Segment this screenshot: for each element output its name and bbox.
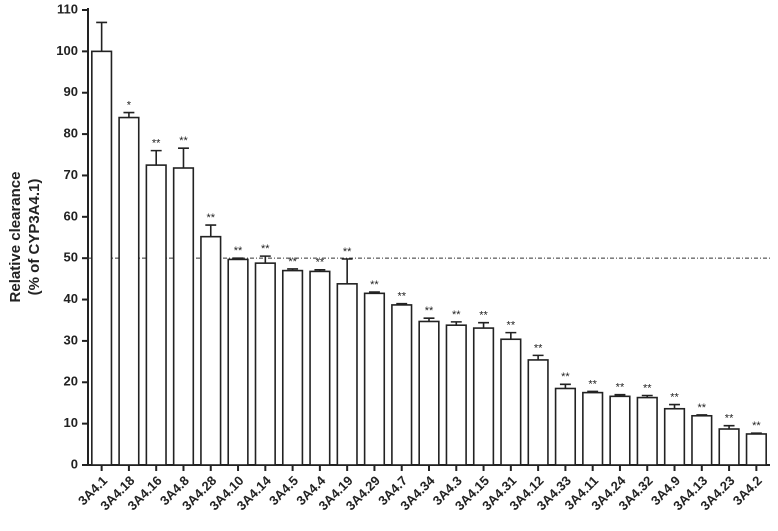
significance-label: ** (316, 257, 325, 269)
bar (418, 320, 440, 466)
bar (118, 116, 140, 466)
bar (391, 304, 413, 466)
significance-label: ** (670, 392, 679, 404)
bar (582, 391, 604, 466)
y-axis-label: (% of CYP3A4.1) (26, 179, 43, 296)
significance-label: ** (397, 291, 406, 303)
y-tick-label: 30 (64, 332, 78, 347)
significance-label: ** (179, 135, 188, 147)
significance-label: ** (206, 212, 215, 224)
significance-label: ** (261, 243, 270, 255)
significance-label: ** (616, 382, 625, 394)
bar (609, 395, 631, 466)
significance-label: ** (425, 305, 434, 317)
significance-label: ** (588, 378, 597, 390)
significance-label: ** (288, 256, 297, 268)
y-tick-label: 10 (64, 415, 78, 430)
significance-label: ** (479, 310, 488, 322)
y-axis-label: Relative clearance (7, 172, 24, 303)
bar (254, 262, 276, 466)
bar (663, 407, 686, 466)
error-bar (150, 149, 162, 166)
bar (336, 283, 358, 466)
error-bar (205, 224, 217, 237)
bar (745, 433, 767, 466)
bar (636, 396, 658, 466)
bar (527, 359, 549, 466)
significance-label: ** (698, 402, 707, 414)
error-bar (341, 258, 353, 284)
bar (691, 414, 713, 466)
error-bar (123, 111, 135, 118)
y-tick-label: 60 (64, 208, 78, 223)
bar (145, 164, 167, 466)
error-bar (178, 147, 189, 169)
significance-label: ** (643, 382, 652, 394)
y-tick-label: 70 (64, 167, 78, 182)
significance-label: ** (725, 413, 734, 425)
significance-label: ** (752, 420, 761, 432)
bar (200, 235, 222, 466)
bar (500, 338, 522, 466)
significance-label: ** (452, 309, 461, 321)
bar (309, 270, 331, 466)
y-tick-label: 50 (64, 250, 78, 265)
bar (445, 324, 467, 466)
error-bar (96, 21, 108, 52)
bar (363, 292, 386, 466)
y-tick-label: 110 (57, 1, 78, 16)
significance-label: ** (507, 320, 516, 332)
y-tick-label: 20 (64, 374, 78, 389)
significance-label: ** (561, 371, 570, 383)
x-tick-label: 3A4.5 (266, 473, 301, 508)
bar (227, 258, 249, 466)
bar (281, 269, 304, 466)
significance-label: ** (370, 279, 379, 291)
y-tick-label: 80 (64, 126, 78, 141)
bar (554, 387, 577, 466)
y-tick-label: 100 (56, 43, 78, 58)
bar (91, 50, 113, 466)
significance-label: ** (234, 245, 243, 257)
y-tick-label: 0 (71, 456, 78, 471)
bar (472, 327, 495, 466)
bar (718, 428, 740, 466)
y-tick-label: 40 (64, 291, 78, 306)
error-bar (505, 331, 517, 340)
significance-label: * (127, 99, 132, 111)
error-bar (259, 255, 271, 264)
significance-label: ** (152, 138, 161, 150)
significance-label: ** (534, 342, 543, 354)
x-tick-label: 3A4.2 (730, 473, 765, 508)
bar (172, 167, 195, 466)
significance-label: ** (343, 246, 352, 258)
error-bar (478, 321, 490, 329)
y-tick-label: 90 (64, 84, 78, 99)
